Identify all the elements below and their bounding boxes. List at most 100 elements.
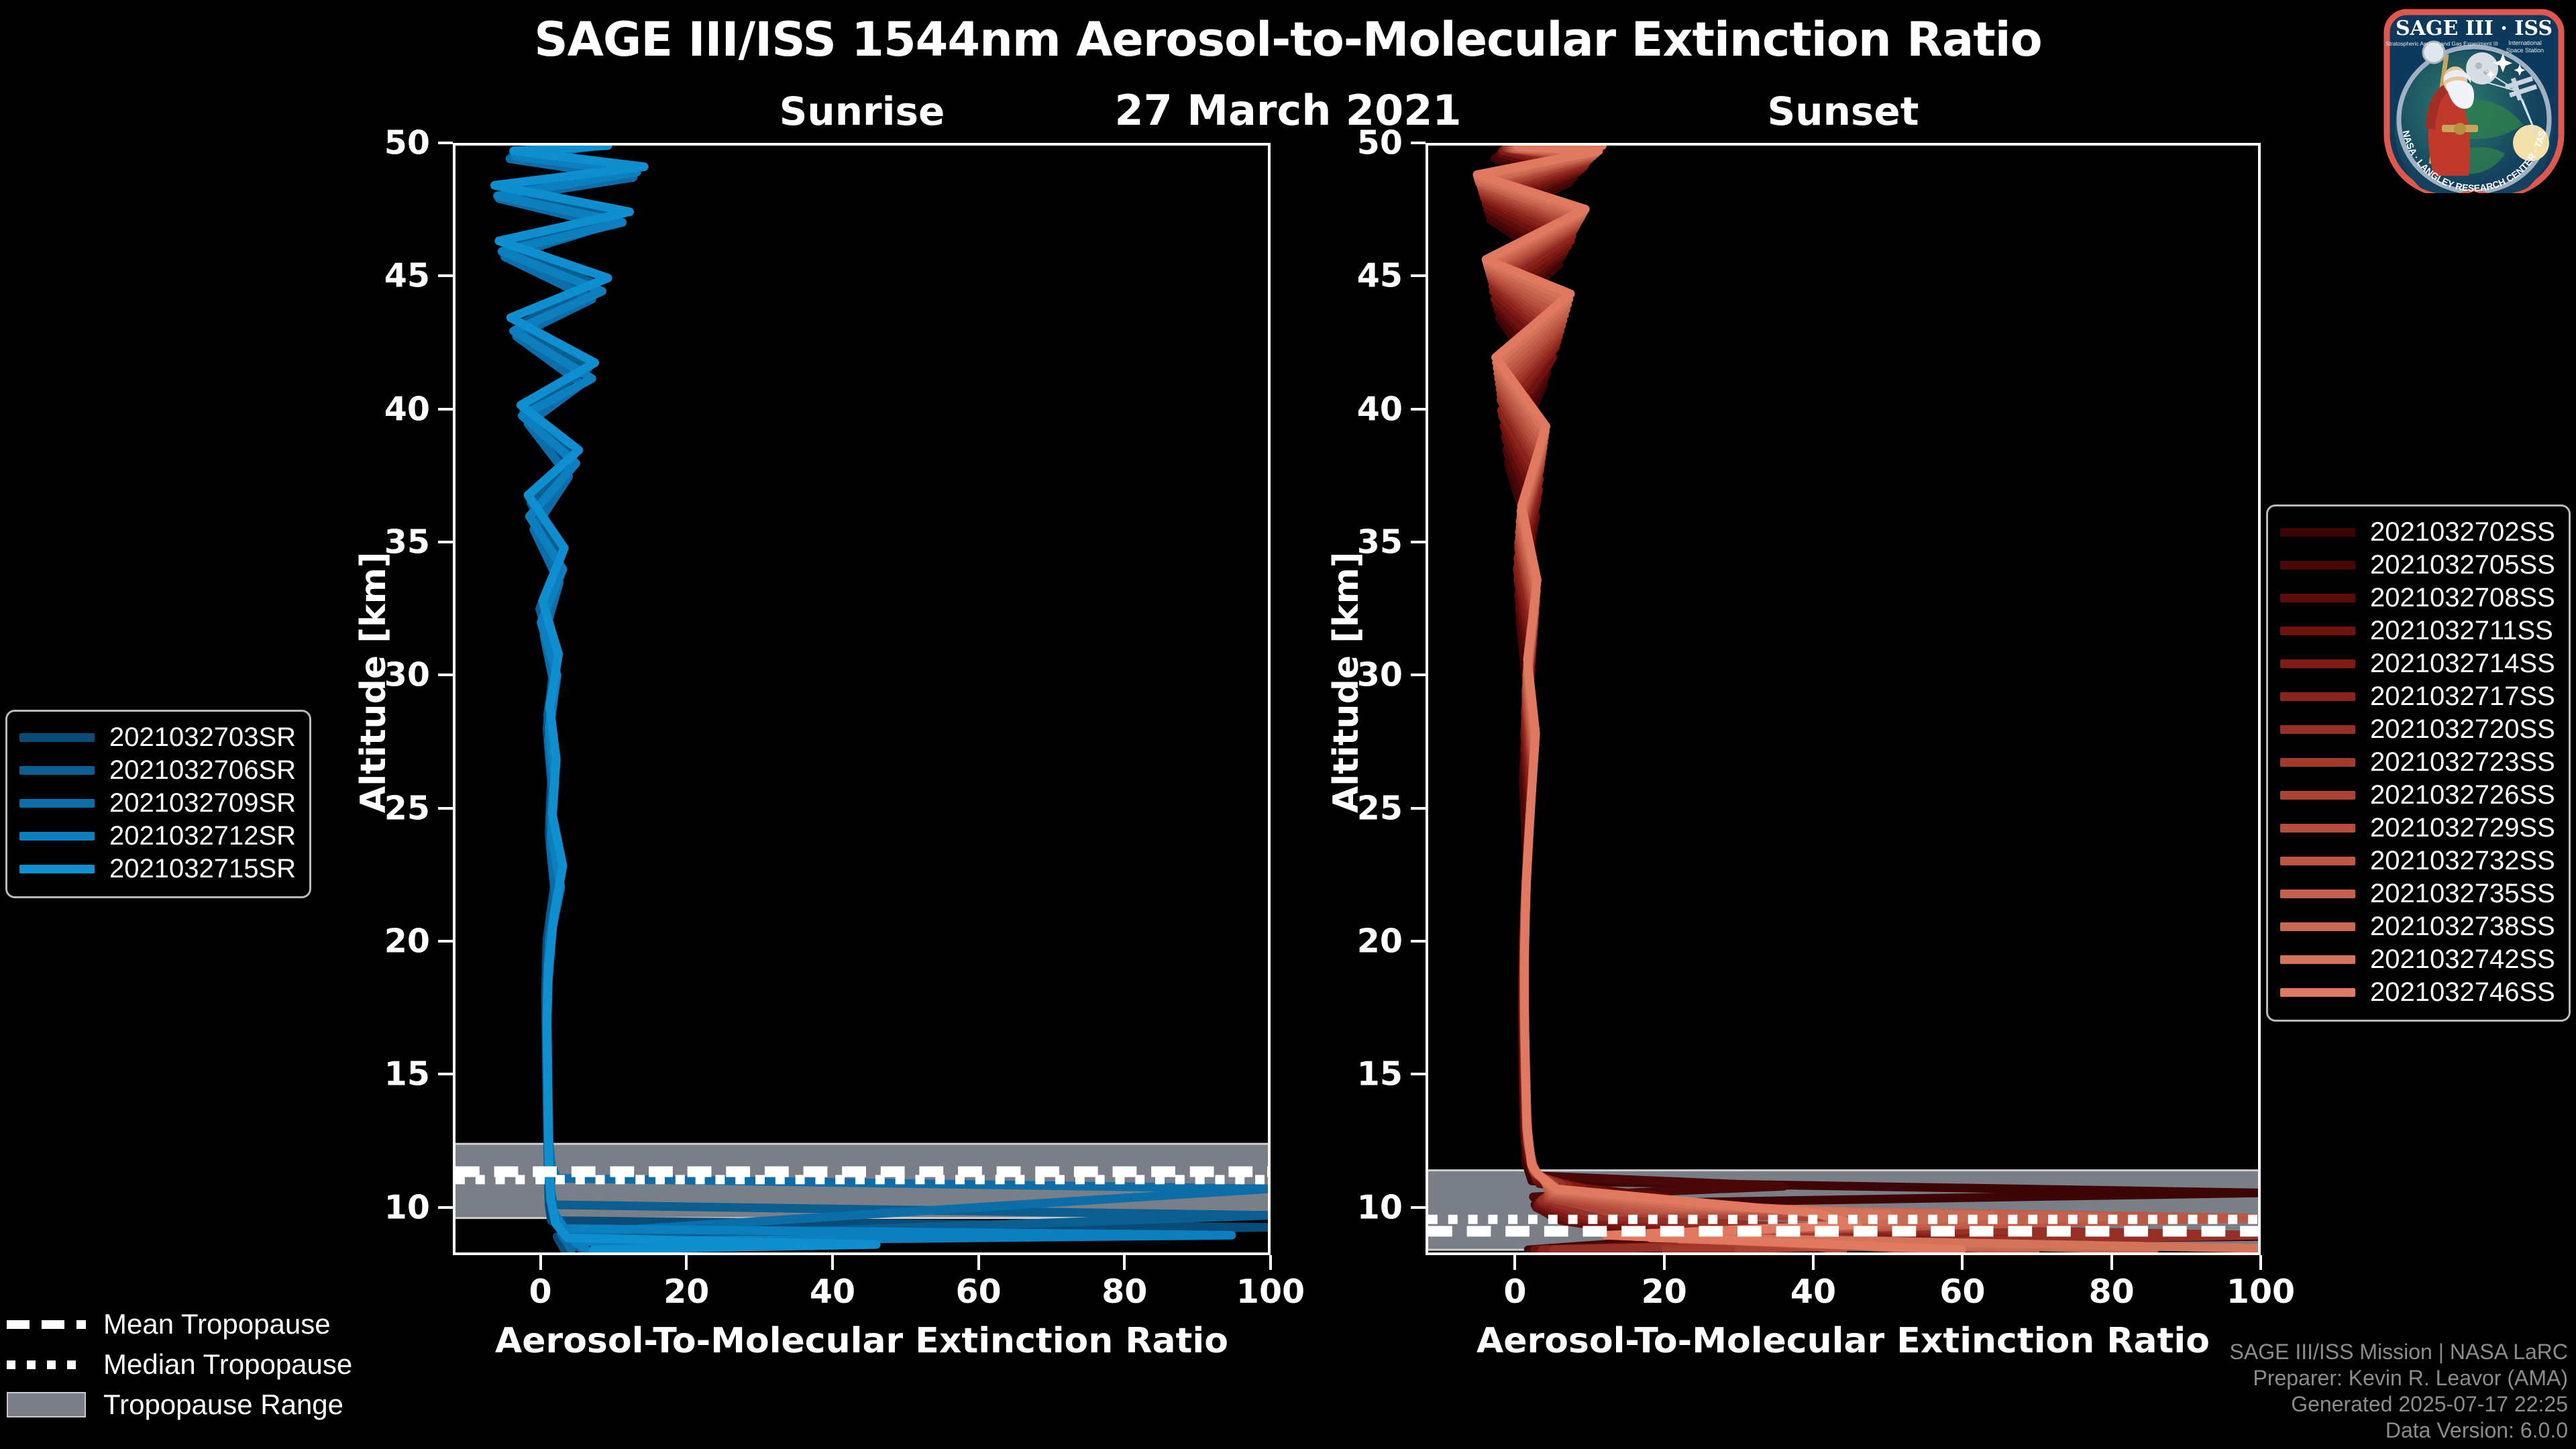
legend-item-2021032712SR[interactable]: 2021032712SR: [19, 820, 296, 853]
legend-label-2021032742SS: 2021032742SS: [2370, 945, 2555, 974]
legend-item-2021032715SR[interactable]: 2021032715SR: [19, 853, 296, 885]
legend-item-2021032706SR[interactable]: 2021032706SR: [19, 754, 296, 787]
page-subtitle: 27 March 2021: [1114, 86, 1462, 135]
credit-line-preparer: Preparer: Kevin R. Leavor (AMA): [2253, 1365, 2569, 1390]
ytick-label-20: 20: [1356, 922, 1403, 961]
logo-subtitle-right-2: Space Station: [2506, 47, 2544, 54]
credit-line-version: Data Version: 6.0.0: [2385, 1417, 2568, 1442]
legend-swatch-2021032729SS: [2280, 824, 2355, 833]
legend-item-2021032703SR[interactable]: 2021032703SR: [19, 721, 296, 754]
legend-swatch-2021032714SS: [2280, 659, 2355, 668]
ytick-label-45: 45: [1356, 256, 1403, 295]
ytick-label-30: 30: [1356, 655, 1403, 694]
ytick-label-15: 15: [1356, 1055, 1403, 1093]
legend-label-2021032726SS: 2021032726SS: [2370, 780, 2555, 810]
legend-label-2021032708SS: 2021032708SS: [2370, 583, 2555, 612]
tropopause-key-mark-dotted: [7, 1356, 86, 1373]
legend-label-2021032738SS: 2021032738SS: [2370, 912, 2555, 941]
legend-item-2021032709SR[interactable]: 2021032709SR: [19, 787, 296, 820]
ytick-mark-45: [1411, 274, 1426, 278]
xtick-label-20: 20: [1641, 1273, 1687, 1311]
legend-item-2021032702SS[interactable]: 2021032702SS: [2280, 516, 2555, 549]
xtick-mark-100: [2259, 1255, 2262, 1270]
tropopause-legend: Mean Tropopause Median Tropopause Tropopau…: [7, 1304, 352, 1425]
legend-swatch-2021032709SR: [19, 799, 95, 808]
sunset-plot-canvas: [1428, 146, 2258, 1252]
xtick-mark-20: [1662, 1255, 1666, 1270]
sunrise-legend[interactable]: 2021032703SR 2021032706SR 2021032709SR 2021…: [5, 710, 312, 898]
legend-swatch-2021032735SS: [2280, 890, 2355, 898]
legend-item-2021032711SS[interactable]: 2021032711SS: [2280, 614, 2555, 647]
legend-label-2021032705SS: 2021032705SS: [2370, 550, 2555, 580]
legend-swatch-2021032738SS: [2280, 922, 2355, 931]
ytick-mark-35: [438, 540, 453, 543]
legend-item-2021032729SS[interactable]: 2021032729SS: [2280, 812, 2555, 845]
legend-swatch-2021032712SR: [19, 832, 95, 841]
ytick-mark-25: [438, 806, 453, 810]
legend-item-2021032732SS[interactable]: 2021032732SS: [2280, 845, 2555, 877]
legend-item-2021032705SS[interactable]: 2021032705SS: [2280, 549, 2555, 582]
xtick-label-80: 80: [1102, 1273, 1148, 1311]
legend-label-2021032714SS: 2021032714SS: [2370, 649, 2555, 678]
xtick-mark-80: [2110, 1255, 2113, 1270]
xtick-label-80: 80: [2088, 1273, 2135, 1311]
tropopause-key-label-band: Tropopause Range: [103, 1389, 344, 1420]
legend-label-2021032717SS: 2021032717SS: [2370, 682, 2555, 711]
tropopause-key-glyph-dashed: [7, 1320, 86, 1329]
legend-label-2021032711SS: 2021032711SS: [2370, 616, 2553, 645]
ytick-mark-10: [438, 1205, 453, 1209]
xtick-label-60: 60: [1939, 1273, 1986, 1311]
profile-line-2021032746SS: [1472, 146, 1966, 1252]
ytick-label-45: 45: [384, 256, 430, 295]
legend-swatch-2021032717SS: [2280, 692, 2355, 701]
sunset-legend[interactable]: 2021032702SS 2021032705SS 2021032708SS 2021…: [2266, 504, 2571, 1022]
legend-label-2021032732SS: 2021032732SS: [2370, 846, 2555, 875]
legend-swatch-2021032742SS: [2280, 955, 2355, 964]
legend-item-2021032735SS[interactable]: 2021032735SS: [2280, 877, 2555, 910]
legend-item-2021032726SS[interactable]: 2021032726SS: [2280, 779, 2555, 812]
tropopause-key-glyph-band: [7, 1392, 86, 1417]
legend-item-2021032708SS[interactable]: 2021032708SS: [2280, 582, 2555, 614]
legend-item-2021032738SS[interactable]: 2021032738SS: [2280, 910, 2555, 943]
xtick-mark-40: [1812, 1255, 1815, 1270]
xtick-label-60: 60: [955, 1273, 1002, 1311]
legend-swatch-2021032723SS: [2280, 758, 2355, 767]
ytick-mark-15: [1411, 1073, 1426, 1076]
legend-item-2021032717SS[interactable]: 2021032717SS: [2280, 680, 2555, 713]
ytick-mark-20: [438, 939, 453, 943]
sunrise-x-axis-title: Aerosol-To-Molecular Extinction Ratio: [495, 1321, 1228, 1361]
legend-swatch-2021032715SR: [19, 865, 95, 873]
tropopause-key-label-dotted: Median Tropopause: [103, 1348, 353, 1380]
sunset-panel-title: Sunset: [1767, 89, 1919, 134]
sunrise-plot-canvas: [455, 146, 1268, 1252]
legend-swatch-2021032711SS: [2280, 627, 2355, 635]
legend-swatch-2021032702SS: [2280, 528, 2355, 537]
legend-item-2021032720SS[interactable]: 2021032720SS: [2280, 713, 2555, 746]
logo-subtitle-left: Stratospheric Aerosol and Gas Experiment…: [2385, 40, 2498, 47]
tropopause-key-mark-dashed: [7, 1316, 86, 1332]
ytick-mark-10: [1411, 1205, 1426, 1209]
legend-label-2021032709SR: 2021032709SR: [109, 788, 297, 818]
legend-item-2021032723SS[interactable]: 2021032723SS: [2280, 746, 2555, 779]
legend-item-2021032746SS[interactable]: 2021032746SS: [2280, 976, 2555, 1009]
ytick-label-10: 10: [384, 1188, 430, 1227]
ytick-label-20: 20: [384, 922, 430, 961]
ytick-mark-35: [1411, 540, 1426, 543]
legend-label-2021032703SR: 2021032703SR: [109, 722, 297, 752]
xtick-mark-60: [977, 1255, 980, 1270]
legend-swatch-2021032705SS: [2280, 561, 2355, 570]
credit-line-mission: SAGE III/ISS Mission | NASA LaRC: [2229, 1339, 2568, 1364]
xtick-label-40: 40: [809, 1273, 856, 1311]
tropopause-key-item-dotted: Median Tropopause: [7, 1344, 352, 1385]
legend-swatch-2021032720SS: [2280, 725, 2355, 734]
legend-label-2021032715SR: 2021032715SR: [109, 854, 297, 883]
xtick-mark-80: [1123, 1255, 1126, 1270]
sunrise-panel-title: Sunrise: [779, 89, 945, 134]
legend-swatch-2021032706SR: [19, 766, 95, 775]
legend-item-2021032714SS[interactable]: 2021032714SS: [2280, 647, 2555, 680]
ytick-label-25: 25: [384, 789, 430, 828]
legend-swatch-2021032746SS: [2280, 988, 2355, 997]
legend-item-2021032742SS[interactable]: 2021032742SS: [2280, 943, 2555, 976]
